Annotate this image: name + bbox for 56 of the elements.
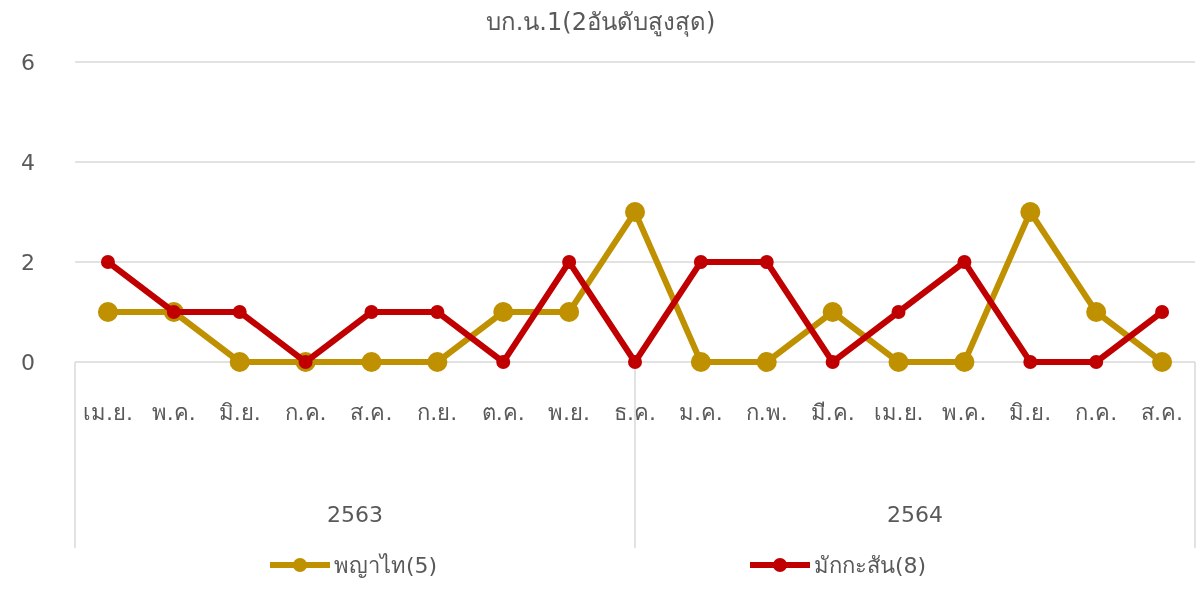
y-tick-label: 0 [21, 350, 35, 375]
x-tick-label: พ.ย. [548, 400, 591, 425]
y-tick-label: 6 [21, 50, 35, 75]
x-tick-label: ส.ค. [1141, 400, 1184, 425]
point [954, 352, 975, 372]
point [559, 302, 580, 322]
x-tick-label: มี.ค. [810, 400, 855, 425]
point [625, 202, 645, 222]
point [693, 255, 708, 269]
x-tick-label: พ.ค. [151, 400, 196, 425]
point [1023, 355, 1038, 369]
point [562, 255, 577, 269]
point [756, 352, 777, 372]
point [1155, 305, 1170, 319]
point [229, 352, 250, 372]
x-tick-label: ส.ค. [350, 400, 393, 425]
x-tick-label: ต.ค. [481, 400, 525, 425]
x-tick-label: มิ.ย. [218, 400, 261, 425]
chart-title: บก.น.1(2อันดับสูงสุด) [485, 8, 716, 37]
point [364, 305, 379, 319]
point [361, 352, 382, 372]
x-tick-label: เม.ย. [873, 400, 924, 425]
y-tick-label: 2 [21, 250, 35, 275]
point [690, 352, 711, 372]
x-tick-label: ก.ค. [1075, 400, 1118, 425]
point [888, 352, 909, 372]
y-tick-label: 4 [21, 150, 35, 175]
point [100, 255, 115, 269]
point [891, 305, 906, 319]
x-tick-label: ก.ย. [417, 400, 458, 425]
point [427, 352, 448, 372]
point [1089, 355, 1104, 369]
point [493, 302, 514, 322]
point [1152, 352, 1173, 372]
point [1020, 202, 1041, 222]
legend-label: มักกะสัน(8) [814, 553, 927, 578]
point [759, 255, 774, 269]
text: 2564 [887, 502, 943, 527]
point [430, 305, 445, 319]
point [957, 255, 972, 269]
x-tick-label: เม.ย. [82, 400, 133, 425]
point [97, 302, 118, 322]
point [1086, 302, 1107, 322]
point [496, 355, 511, 369]
point [822, 302, 843, 322]
x-tick-label: ก.ค. [284, 400, 327, 425]
x-tick-label: ธ.ค. [614, 400, 656, 425]
x-tick-label: พ.ค. [942, 400, 987, 425]
x-tick-label: ม.ค. [678, 400, 723, 425]
x-tick-label: มิ.ย. [1009, 400, 1052, 425]
point [232, 305, 247, 319]
x-tick-label: ก.พ. [745, 400, 788, 425]
point [628, 355, 642, 369]
text: 2563 [327, 502, 383, 527]
legend-label: พญาไท(5) [334, 553, 438, 578]
point [825, 355, 840, 369]
